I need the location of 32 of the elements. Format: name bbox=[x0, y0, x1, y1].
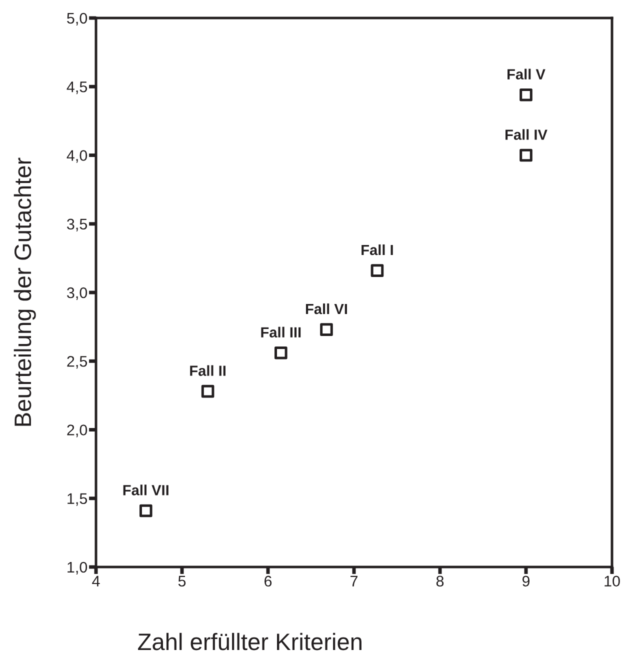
x-axis-title: Zahl erfüllter Kriterien bbox=[138, 632, 362, 650]
point bbox=[320, 323, 333, 336]
point bbox=[520, 148, 532, 162]
annotation: Fall I bbox=[362, 244, 393, 256]
y-tick-label: 1,0 bbox=[68, 562, 88, 574]
x-tick-label: 6 bbox=[264, 576, 272, 587]
y-tick-label: 2,5 bbox=[67, 356, 88, 369]
annotation: Fall IV bbox=[506, 129, 548, 140]
x-tick-label: 10 bbox=[604, 576, 620, 587]
y-tick-label: 3,5 bbox=[67, 218, 88, 232]
x-tick-label: 4 bbox=[92, 576, 100, 586]
y-tick-label: 4,0 bbox=[66, 150, 88, 163]
annotation: Fall VI bbox=[306, 303, 347, 314]
x-tick-label: 5 bbox=[178, 576, 186, 587]
y-tick-label: 4,5 bbox=[66, 82, 88, 94]
point bbox=[520, 88, 532, 102]
x-tick-label: 7 bbox=[350, 576, 358, 586]
point bbox=[201, 384, 214, 398]
y-tick-label: 1,5 bbox=[68, 493, 88, 506]
x-tick-label: 9 bbox=[522, 576, 530, 587]
y-axis-title: Beurteilung der Gutachter bbox=[14, 158, 36, 426]
point bbox=[274, 346, 288, 360]
x-tick-label: 8 bbox=[436, 576, 444, 587]
point bbox=[370, 264, 384, 277]
y-tick-label: 5,0 bbox=[67, 12, 88, 26]
y-tick-label: 2,0 bbox=[67, 424, 88, 438]
y-tick-label: 3,0 bbox=[67, 287, 88, 300]
annotation: Fall III bbox=[261, 326, 301, 338]
point bbox=[139, 504, 152, 518]
annotation: Fall VII bbox=[123, 484, 168, 496]
annotation: Fall V bbox=[508, 68, 546, 80]
annotation: Fall II bbox=[190, 365, 226, 376]
